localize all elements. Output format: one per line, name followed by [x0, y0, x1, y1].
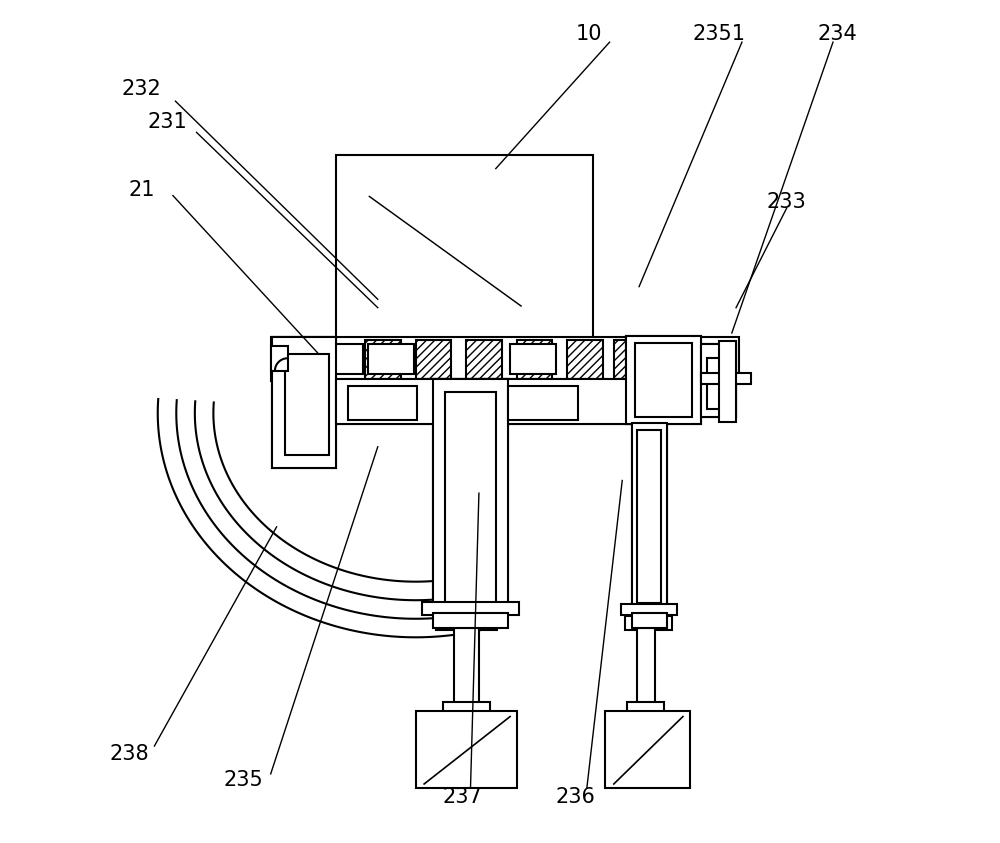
Bar — [416, 711, 517, 788]
Bar — [637, 430, 661, 603]
Bar — [626, 336, 701, 424]
Bar — [614, 340, 649, 379]
Bar — [637, 628, 655, 706]
Text: 238: 238 — [109, 744, 149, 765]
Bar — [271, 346, 288, 371]
Bar — [719, 341, 736, 422]
Bar — [443, 702, 490, 714]
Bar — [605, 711, 690, 788]
Bar — [627, 702, 664, 714]
Bar — [632, 423, 667, 607]
Bar — [288, 340, 328, 379]
Bar — [436, 616, 497, 630]
Text: 10: 10 — [575, 24, 602, 44]
Text: 237: 237 — [442, 787, 482, 807]
Bar — [466, 340, 502, 379]
Bar — [517, 340, 552, 379]
Bar — [272, 337, 336, 468]
Bar — [625, 616, 672, 630]
Text: 233: 233 — [767, 192, 806, 212]
Bar — [365, 340, 401, 379]
Text: 231: 231 — [147, 112, 187, 132]
Bar — [433, 379, 508, 607]
Text: 2351: 2351 — [693, 24, 746, 44]
Text: 232: 232 — [122, 78, 162, 99]
Bar — [433, 379, 508, 607]
Bar — [368, 344, 414, 374]
Bar — [508, 386, 578, 420]
Bar — [272, 337, 336, 468]
Text: 21: 21 — [128, 180, 155, 200]
Bar — [336, 379, 639, 424]
Bar — [632, 613, 667, 628]
Bar — [510, 344, 556, 374]
Bar — [701, 373, 751, 384]
Text: 234: 234 — [817, 24, 857, 44]
Bar — [336, 379, 639, 424]
Bar — [433, 613, 508, 628]
Bar — [701, 344, 736, 417]
Bar — [422, 602, 519, 615]
Bar — [271, 337, 739, 381]
Bar — [331, 344, 363, 374]
Text: 235: 235 — [223, 770, 263, 790]
Bar — [567, 340, 603, 379]
Text: 236: 236 — [556, 787, 596, 807]
Bar — [445, 392, 496, 603]
Bar — [621, 604, 677, 615]
Bar — [707, 358, 730, 409]
Bar — [285, 354, 329, 455]
Bar — [626, 336, 701, 424]
Bar — [701, 344, 736, 417]
Bar — [336, 155, 593, 340]
Bar — [348, 386, 417, 420]
Bar — [454, 628, 479, 706]
Bar — [416, 340, 451, 379]
Bar — [635, 343, 692, 417]
Bar — [632, 423, 667, 607]
